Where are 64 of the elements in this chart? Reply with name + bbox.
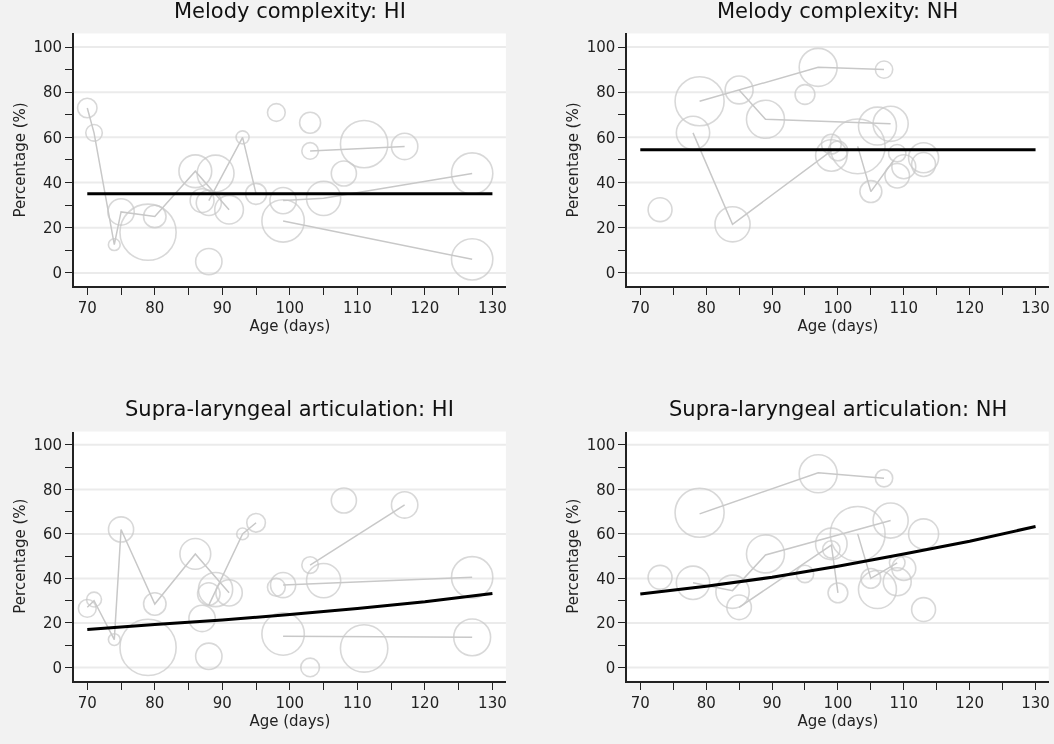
x-tick-label: 90: [212, 299, 232, 318]
x-tick-label: 120: [410, 299, 440, 318]
y-tick-label: 60: [596, 525, 616, 544]
y-tick-label: 0: [605, 264, 616, 283]
x-tick-label: 110: [343, 299, 372, 318]
x-tick-label: 80: [145, 299, 165, 318]
x-tick-label: 100: [823, 299, 853, 318]
y-tick-label: 60: [42, 128, 63, 147]
y-tick-label: 80: [42, 480, 63, 499]
x-tick-label: 110: [889, 299, 919, 318]
y-tick-label: 20: [42, 614, 63, 633]
chart-title: Melody complexity: HI: [174, 0, 406, 23]
x-tick-label: 120: [955, 299, 984, 318]
y-tick-label: 100: [33, 38, 63, 57]
x-tick-label: 120: [955, 693, 984, 712]
y-tick-label: 80: [42, 83, 63, 102]
chart-title: Supra-laryngeal articulation: HI: [125, 397, 454, 421]
x-tick-label: 90: [212, 693, 232, 712]
y-axis-title: Percentage (%): [564, 102, 583, 218]
y-tick-label: 100: [586, 436, 616, 455]
x-tick-label: 70: [630, 693, 650, 712]
x-tick-label: 100: [275, 693, 305, 712]
y-tick-label: 0: [52, 658, 63, 677]
y-tick-label: 20: [596, 218, 616, 237]
y-tick-label: 60: [42, 525, 63, 544]
y-tick-label: 100: [586, 38, 616, 57]
y-tick-label: 100: [33, 436, 63, 455]
chart-title: Supra-laryngeal articulation: NH: [669, 397, 1008, 421]
y-tick-label: 40: [42, 569, 63, 588]
x-tick-label: 70: [77, 299, 97, 318]
y-tick-label: 40: [596, 569, 616, 588]
x-tick-label: 100: [275, 299, 305, 318]
y-axis-title: Percentage (%): [11, 498, 30, 614]
y-tick-label: 60: [596, 128, 616, 147]
x-tick-label: 130: [1021, 693, 1050, 712]
y-tick-label: 40: [596, 173, 616, 192]
x-tick-label: 110: [889, 693, 919, 712]
x-tick-label: 130: [478, 693, 507, 712]
x-tick-label: 100: [823, 693, 853, 712]
y-tick-label: 40: [42, 173, 63, 192]
x-axis-title: Age (days): [797, 317, 879, 336]
x-tick-label: 80: [696, 299, 716, 318]
y-tick-label: 0: [605, 658, 616, 677]
y-tick-label: 20: [596, 614, 616, 633]
y-tick-label: 20: [42, 218, 63, 237]
x-tick-label: 80: [145, 693, 165, 712]
x-tick-label: 90: [762, 693, 782, 712]
x-tick-label: 70: [77, 693, 97, 712]
y-axis-title: Percentage (%): [564, 498, 583, 614]
x-tick-label: 80: [696, 693, 716, 712]
x-axis-title: Age (days): [797, 711, 879, 730]
y-tick-label: 80: [596, 83, 616, 102]
x-tick-label: 90: [762, 299, 782, 318]
x-tick-label: 70: [630, 299, 650, 318]
x-tick-label: 110: [343, 693, 372, 712]
x-axis-title: Age (days): [249, 711, 331, 730]
y-axis-title: Percentage (%): [11, 102, 30, 218]
x-tick-label: 130: [1021, 299, 1050, 318]
x-tick-label: 130: [478, 299, 507, 318]
y-tick-label: 0: [52, 264, 63, 283]
chart-title: Melody complexity: NH: [717, 0, 959, 23]
x-tick-label: 120: [410, 693, 440, 712]
x-axis-title: Age (days): [249, 317, 331, 336]
y-tick-label: 80: [596, 480, 616, 499]
